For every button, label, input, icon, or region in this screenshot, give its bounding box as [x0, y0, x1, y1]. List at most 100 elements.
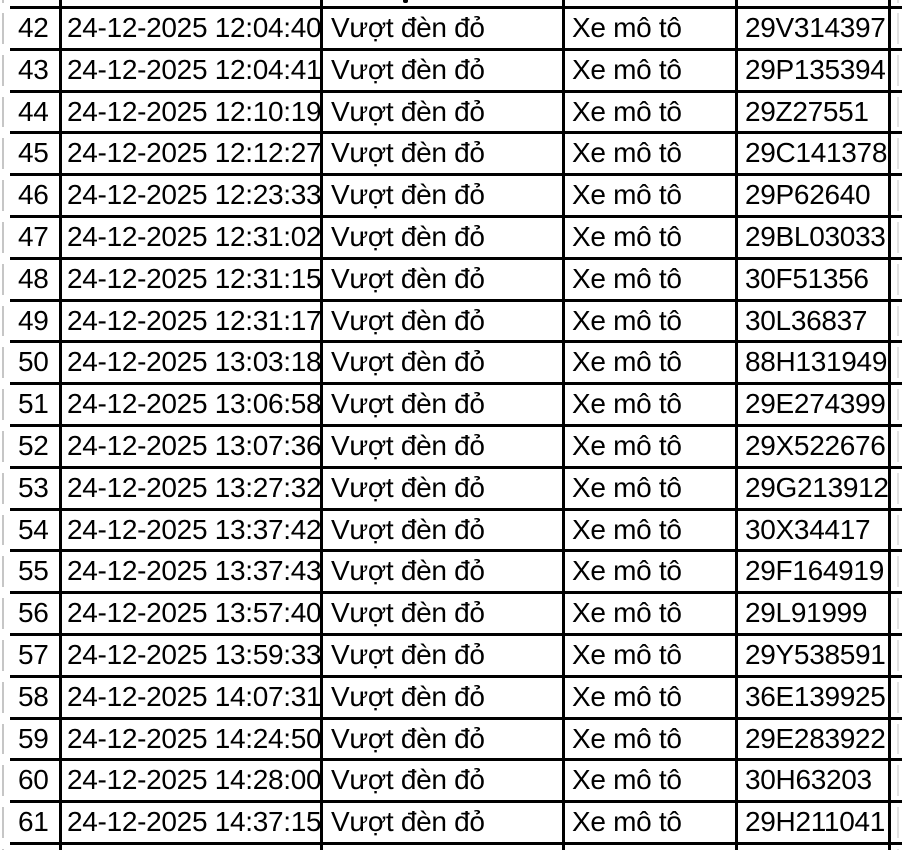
gridline-segment: [897, 96, 899, 128]
gridline-segment: [897, 598, 899, 629]
table-row: 51 24-12-2025 13:06:58 Vượt đèn đỏ Xe mô tô…: [10, 385, 902, 427]
cell-vehicle: Xe mô tô: [565, 50, 738, 90]
cell-vehicle: Xe mô tô: [565, 719, 738, 759]
cell-plate: 29C141378: [738, 134, 891, 174]
table-row: 58 24-12-2025 14:07:31 Vượt đèn đỏ Xe mô tô…: [10, 677, 902, 720]
cell-violation: Vượt đèn đỏ: [323, 803, 565, 842]
cell-violation: [323, 0, 565, 6]
gridline-segment: [897, 472, 899, 504]
gridline-segment: [897, 556, 899, 588]
gridline-segment: [2, 598, 4, 629]
cell-violation: Vượt đèn đỏ: [323, 552, 565, 592]
cell-datetime: 24-12-2025 12:31:15: [62, 259, 323, 299]
cell-vehicle: Xe mô tô: [565, 92, 738, 132]
gridline-segment: [2, 180, 4, 211]
gridline-segment: [897, 347, 899, 379]
cell-violation: Vượt đèn đỏ: [323, 468, 565, 508]
cell-plate: 29Z27551: [738, 92, 891, 132]
table-row: 55 24-12-2025 13:37:43 Vượt đèn đỏ Xe mô tô…: [10, 552, 902, 595]
table-row: 59 24-12-2025 14:24:50 Vượt đèn đỏ Xe mô tô…: [10, 719, 902, 762]
table-row: 61 24-12-2025 14:37:15 Vượt đèn đỏ Xe mô tô…: [10, 803, 902, 845]
cell-violation: Vượt đèn đỏ: [323, 9, 565, 48]
gridline-segment: [2, 54, 4, 86]
table-row: 44 24-12-2025 12:10:19 Vượt đèn đỏ Xe mô tô…: [10, 92, 902, 135]
cell-stt: 51: [10, 385, 62, 424]
cell-datetime: 24-12-2025 13:07:36: [62, 426, 323, 466]
gridline-segment: [897, 431, 899, 462]
gridline-segment: [897, 138, 899, 170]
cell-stt: 60: [10, 761, 62, 801]
table-row: 54 24-12-2025 13:37:42 Vượt đèn đỏ Xe mô tô…: [10, 510, 902, 553]
gridline-segment: [897, 263, 899, 295]
cell-stt: 46: [10, 176, 62, 215]
clipped-text-remnant: [403, 0, 408, 3]
gridline-segment: [2, 472, 4, 504]
cell-stt: 49: [10, 301, 62, 341]
gridline-segment: [2, 681, 4, 713]
violation-table: 42 24-12-2025 12:04:40 Vượt đèn đỏ Xe mô tô…: [10, 0, 902, 850]
table-row: 43 24-12-2025 12:04:41 Vượt đèn đỏ Xe mô tô…: [10, 50, 902, 93]
gridline-segment: [897, 222, 899, 253]
gridline-segment: [2, 514, 4, 546]
cell-vehicle: Xe mô tô: [565, 552, 738, 592]
cell-datetime: [62, 0, 323, 6]
table-row: 45 24-12-2025 12:12:27 Vượt đèn đỏ Xe mô tô…: [10, 134, 902, 177]
cell-datetime: 24-12-2025 14:37:15: [62, 803, 323, 842]
cell-datetime: 24-12-2025 14:07:31: [62, 677, 323, 717]
cell-vehicle: Xe mô tô: [565, 176, 738, 215]
cell-plate: 30L36837: [738, 301, 891, 341]
cell-datetime: 24-12-2025 12:23:33: [62, 176, 323, 215]
cell-violation: Vượt đèn đỏ: [323, 176, 565, 215]
cell-plate: [738, 0, 891, 6]
cell-vehicle: Xe mô tô: [565, 426, 738, 466]
table-row: 53 24-12-2025 13:27:32 Vượt đèn đỏ Xe mô tô…: [10, 468, 902, 511]
table-row: 57 24-12-2025 13:59:33 Vượt đèn đỏ Xe mô tô…: [10, 635, 902, 678]
cell-datetime: 24-12-2025 13:03:18: [62, 343, 323, 383]
cell-plate: 29P135394: [738, 50, 891, 90]
cell-stt: 59: [10, 719, 62, 759]
cell-violation: Vượt đèn đỏ: [323, 761, 565, 801]
gridline-segment: [897, 765, 899, 797]
cell-vehicle: Xe mô tô: [565, 510, 738, 550]
cell-violation: Vượt đèn đỏ: [323, 301, 565, 341]
cell-vehicle: Xe mô tô: [565, 761, 738, 801]
cell-datetime: 24-12-2025 12:12:27: [62, 134, 323, 174]
cell-stt: 44: [10, 92, 62, 132]
cell-plate: 29BL03033: [738, 217, 891, 257]
cell-datetime: 24-12-2025 12:31:17: [62, 301, 323, 341]
gridline-segment: [2, 96, 4, 128]
cell-vehicle: Xe mô tô: [565, 217, 738, 257]
cell-violation: Vượt đèn đỏ: [323, 719, 565, 759]
cell-vehicle: Xe mô tô: [565, 301, 738, 341]
cell-stt: 61: [10, 803, 62, 842]
cell-stt: 56: [10, 594, 62, 633]
cell-stt: 53: [10, 468, 62, 508]
cell-violation: Vượt đèn đỏ: [323, 385, 565, 424]
cell-stt: [10, 0, 62, 6]
gridline-segment: [2, 13, 4, 44]
cell-plate: 29P62640: [738, 176, 891, 215]
gridline-segment: [2, 305, 4, 337]
cell-plate: 29F164919: [738, 552, 891, 592]
gridline-segment: [2, 723, 4, 755]
gridline-segment: [2, 640, 4, 671]
cell-vehicle: Xe mô tô: [565, 385, 738, 424]
cell-violation: Vượt đèn đỏ: [323, 594, 565, 633]
table-row: 49 24-12-2025 12:31:17 Vượt đèn đỏ Xe mô tô…: [10, 301, 902, 344]
gridline-segment: [897, 681, 899, 713]
cell-plate: 88H131949: [738, 343, 891, 383]
gridline-segment: [897, 807, 899, 838]
table-row-clipped-bottom: [10, 844, 902, 850]
cell-stt: 54: [10, 510, 62, 550]
cell-plate: 29G213912: [738, 468, 891, 508]
cell-stt: [10, 844, 62, 850]
cell-datetime: 24-12-2025 12:31:02: [62, 217, 323, 257]
gridline-segment: [897, 640, 899, 671]
table-row: 48 24-12-2025 12:31:15 Vượt đèn đỏ Xe mô tô…: [10, 259, 902, 302]
gridline-segment: [2, 765, 4, 797]
gridline-segment: [897, 54, 899, 86]
cell-stt: 50: [10, 343, 62, 383]
cell-plate: 30H63203: [738, 761, 891, 801]
cell-plate: 29E274399: [738, 385, 891, 424]
gridline-segment: [2, 0, 4, 3]
